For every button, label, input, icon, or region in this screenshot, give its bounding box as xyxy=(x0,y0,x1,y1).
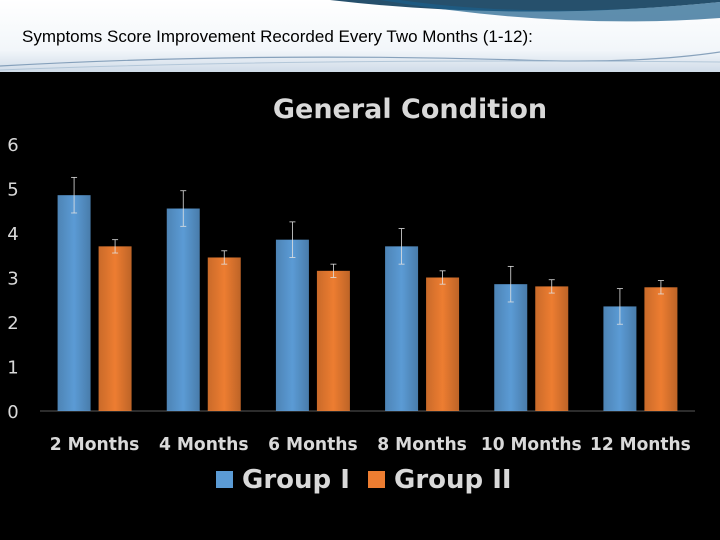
legend-swatch-1 xyxy=(216,471,233,488)
header-swoosh-decoration xyxy=(0,0,720,71)
legend-label-1: Group I xyxy=(242,465,350,495)
bar-chart: General Condition 0 1 2 3 4 5 6 2 Months 4 Mont… xyxy=(7,94,695,495)
y-tick-label: 3 xyxy=(7,269,18,290)
bars-group xyxy=(57,176,678,411)
x-tick-label: 12 Months xyxy=(590,434,691,455)
bar-group2-2 xyxy=(316,270,350,411)
y-tick-label: 6 xyxy=(7,135,18,156)
bar-group1-4 xyxy=(494,284,528,411)
x-tick-label: 10 Months xyxy=(481,434,582,455)
bar-group1-2 xyxy=(275,239,309,411)
bar-group2-5 xyxy=(644,287,678,411)
y-tick-label: 5 xyxy=(7,180,18,201)
y-tick-label: 1 xyxy=(7,358,18,379)
slide-header: Symptoms Score Improvement Recorded Ever… xyxy=(0,0,720,72)
bar-group1-1 xyxy=(166,208,200,411)
y-tick-label: 0 xyxy=(7,402,18,423)
y-tick-label: 4 xyxy=(7,224,18,245)
x-tick-label: 6 Months xyxy=(268,434,358,455)
y-tick-label: 2 xyxy=(7,313,18,334)
x-axis: 2 Months 4 Months 6 Months 8 Months 10 Month… xyxy=(50,434,691,455)
bar-group2-3 xyxy=(426,277,460,411)
y-axis: 0 1 2 3 4 5 6 xyxy=(7,135,18,423)
bar-group2-0 xyxy=(98,246,132,411)
bar-group2-1 xyxy=(207,257,241,411)
bar-group1-0 xyxy=(57,195,91,411)
slide-title: Symptoms Score Improvement Recorded Ever… xyxy=(22,27,533,46)
legend-swatch-2 xyxy=(368,471,385,488)
x-tick-label: 4 Months xyxy=(159,434,249,455)
x-tick-label: 8 Months xyxy=(377,434,467,455)
legend: Group I Group II xyxy=(216,465,512,495)
legend-label-2: Group II xyxy=(394,465,512,495)
bar-group2-4 xyxy=(535,286,569,411)
chart-title: General Condition xyxy=(273,94,547,125)
bar-group1-3 xyxy=(385,246,419,411)
x-tick-label: 2 Months xyxy=(50,434,140,455)
